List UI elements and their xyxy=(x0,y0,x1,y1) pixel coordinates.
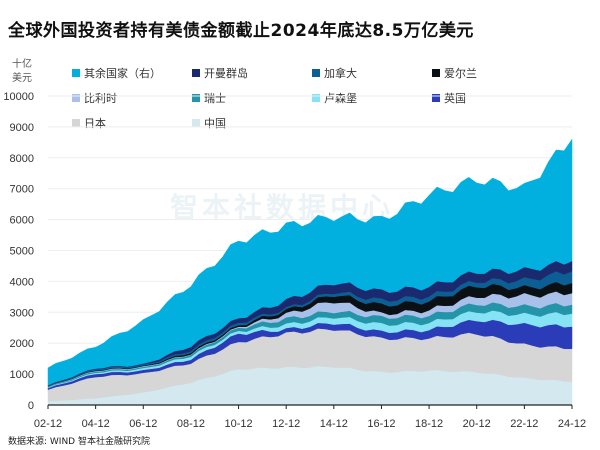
legend-swatch xyxy=(432,94,440,102)
y-tick-label: 4000 xyxy=(10,276,34,288)
x-tick-label: 06-12 xyxy=(129,418,157,430)
x-tick-label: 22-12 xyxy=(510,418,538,430)
x-tick-label: 10-12 xyxy=(224,418,252,430)
legend-swatch xyxy=(72,119,80,127)
area-series xyxy=(47,138,573,386)
legend-item: 英国 xyxy=(432,90,466,106)
y-axis-unit-line: 十亿 xyxy=(12,59,32,70)
legend-item: 瑞士 xyxy=(192,90,226,106)
legend-item: 卢森堡 xyxy=(312,90,357,106)
x-tick-label: 12-12 xyxy=(272,418,300,430)
legend-item: 加拿大 xyxy=(312,65,357,81)
y-axis-unit-line: 美元 xyxy=(12,73,32,84)
legend-label: 其余国家（右） xyxy=(84,67,161,80)
legend-swatch xyxy=(312,69,320,77)
legend-label: 卢森堡 xyxy=(324,92,357,105)
x-tick-label: 20-12 xyxy=(463,418,491,430)
legend-swatch xyxy=(72,94,80,102)
legend-label: 开曼群岛 xyxy=(204,67,248,80)
y-tick-label: 6000 xyxy=(10,215,34,227)
legend-label: 加拿大 xyxy=(324,67,357,80)
y-tick-label: 2000 xyxy=(10,338,34,350)
source-note: 数据来源: WIND 智本社金融研究院 xyxy=(8,437,150,447)
y-tick-label: 9000 xyxy=(10,122,34,134)
legend-label: 爱尔兰 xyxy=(444,67,477,80)
x-tick-label: 18-12 xyxy=(415,418,443,430)
legend-item: 其余国家（右） xyxy=(72,65,161,81)
legend-swatch xyxy=(192,94,200,102)
x-tick-label: 04-12 xyxy=(82,418,110,430)
y-tick-label: 7000 xyxy=(10,184,34,196)
y-tick-label: 1000 xyxy=(10,369,34,381)
x-tick-label: 16-12 xyxy=(367,418,395,430)
x-tick-label: 08-12 xyxy=(177,418,205,430)
legend-item: 开曼群岛 xyxy=(192,65,248,81)
x-tick-label: 14-12 xyxy=(320,418,348,430)
x-tick-label: 24-12 xyxy=(558,418,586,430)
legend-item: 比利时 xyxy=(72,90,117,106)
x-tick-label: 02-12 xyxy=(34,418,62,430)
y-tick-label: 5000 xyxy=(10,246,34,258)
legend-swatch xyxy=(432,69,440,77)
legend-label: 比利时 xyxy=(84,92,117,105)
legend-swatch xyxy=(192,69,200,77)
legend-item: 爱尔兰 xyxy=(432,65,477,81)
y-tick-label: 10000 xyxy=(3,91,34,103)
y-tick-label: 0 xyxy=(28,400,34,412)
y-tick-label: 3000 xyxy=(10,307,34,319)
y-axis-unit: 十亿 美元 xyxy=(8,58,36,86)
legend-label: 瑞士 xyxy=(204,92,226,105)
legend-swatch xyxy=(312,94,320,102)
legend-swatch xyxy=(192,119,200,127)
y-tick-label: 8000 xyxy=(10,153,34,165)
legend-swatch xyxy=(72,69,80,77)
chart-title: 全球外国投资者持有美债金额截止2024年底达8.5万亿美元 xyxy=(8,21,474,41)
legend-label: 英国 xyxy=(444,92,466,105)
